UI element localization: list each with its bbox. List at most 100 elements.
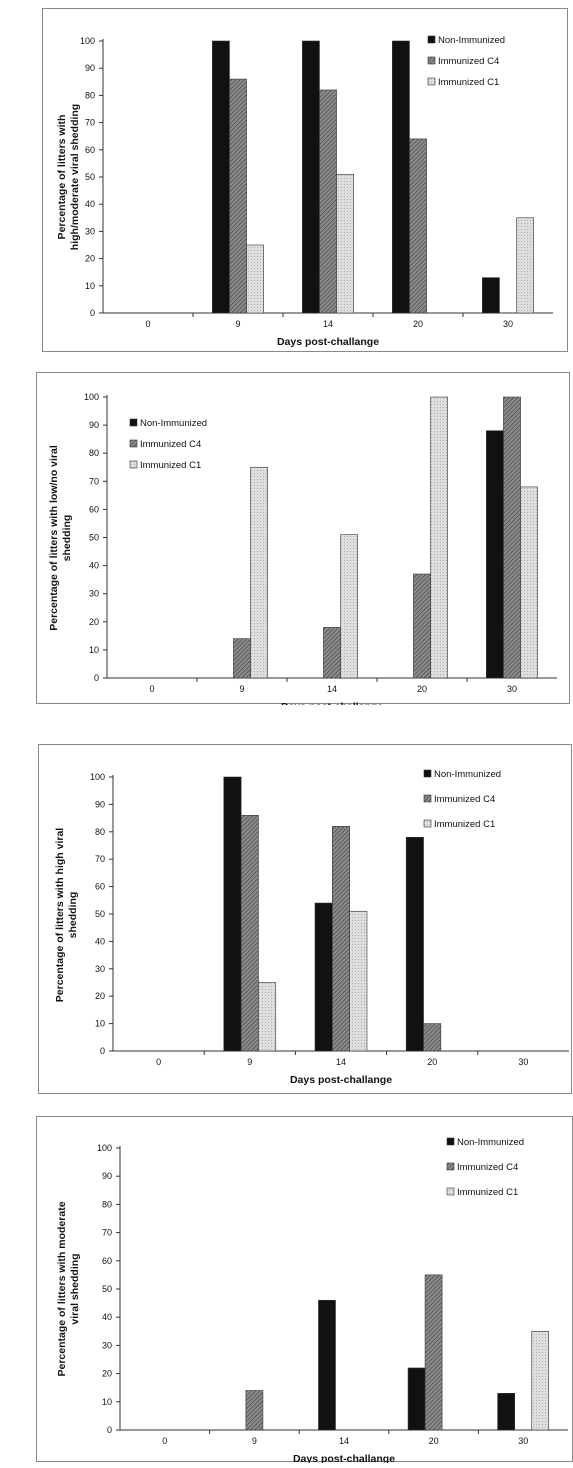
y-tick-label: 100 <box>84 392 99 402</box>
y-tick-label: 80 <box>85 90 95 100</box>
bar-immunized-c4 <box>424 1274 443 1431</box>
x-tick-label: 14 <box>336 1057 346 1067</box>
legend-swatch <box>427 35 436 44</box>
legend-swatch <box>427 56 436 65</box>
y-tick-label: 80 <box>102 1199 112 1209</box>
bar-immunized-c4 <box>229 78 247 314</box>
x-axis-label: Days post-challange <box>277 336 379 348</box>
x-tick-label: 20 <box>417 684 427 694</box>
bar-immunized-c1 <box>531 1331 550 1431</box>
bar-non-immunized <box>405 836 424 1052</box>
bar-immunized-c4 <box>319 89 337 314</box>
bar-immunized-c1 <box>336 173 354 314</box>
chart-panel-high: 0 10 20 30 40 50 60 70 80 90 100 0 9 14 20 30 Days post-… <box>38 744 572 1094</box>
legend-swatch <box>446 1187 455 1196</box>
bar-immunized-c4 <box>423 1023 442 1052</box>
legend-label: Immunized C4 <box>457 1162 518 1173</box>
chart-svg-2: 0 10 20 30 40 50 60 70 80 90 100 0 9 14 20 30 Days post-… <box>48 392 557 713</box>
y-tick-label: 10 <box>95 1019 105 1029</box>
chart-panel-moderate: 0 10 20 30 40 50 60 70 80 90 100 0 9 14 20 30 Days post-… <box>36 1116 573 1465</box>
bar-non-immunized <box>302 40 320 314</box>
legend-swatch <box>446 1137 455 1146</box>
x-tick-label: 0 <box>156 1057 161 1067</box>
bar-immunized-c4 <box>409 138 427 314</box>
y-tick-label: 80 <box>89 448 99 458</box>
x-tick-label: 14 <box>323 319 333 329</box>
legend-swatch <box>423 819 432 828</box>
bar-non-immunized <box>392 40 410 314</box>
legend-swatch <box>129 460 138 469</box>
x-tick-label: 9 <box>247 1057 252 1067</box>
y-tick-label: 70 <box>95 854 105 864</box>
y-tick-label: 100 <box>97 1143 112 1153</box>
y-tick-label: 60 <box>89 504 99 514</box>
y-tick-label: 30 <box>102 1340 112 1350</box>
y-tick-label: 70 <box>102 1228 112 1238</box>
bar-immunized-c4 <box>332 826 350 1052</box>
bar-non-immunized <box>407 1367 426 1431</box>
legend-label: Non-Immunized <box>457 1137 524 1148</box>
legend-swatch <box>446 1162 455 1171</box>
chart-svg-4: 0 10 20 30 40 50 60 70 80 90 100 0 9 14 20 30 Days post-… <box>56 1137 568 1465</box>
bar-non-immunized <box>497 1393 515 1431</box>
legend-label: Non-Immunized <box>438 35 505 46</box>
x-axis-label: Days post-challange <box>293 1453 395 1463</box>
y-tick-label: 10 <box>89 645 99 655</box>
x-tick-label: 9 <box>235 319 240 329</box>
y-tick-label: 90 <box>85 63 95 73</box>
bar-non-immunized <box>223 776 242 1052</box>
y-tick-label: 50 <box>89 533 99 543</box>
x-tick-label: 30 <box>503 319 513 329</box>
y-tick-label: 70 <box>85 118 95 128</box>
x-tick-label: 30 <box>518 1057 528 1067</box>
bar-immunized-c4 <box>323 627 341 679</box>
bar-non-immunized <box>482 277 500 314</box>
y-tick-label: 50 <box>102 1284 112 1294</box>
bar-immunized-c1 <box>430 396 448 679</box>
x-tick-label: 9 <box>239 684 244 694</box>
y-tick-label: 80 <box>95 827 105 837</box>
y-tick-label: 20 <box>89 617 99 627</box>
x-tick-label: 20 <box>429 1436 439 1446</box>
y-axis-label: Percentage of litters with moderateviral… <box>56 1201 81 1376</box>
bar-immunized-c4 <box>240 815 259 1052</box>
y-tick-label: 60 <box>85 145 95 155</box>
bar-immunized-c4 <box>503 396 521 679</box>
chart-panel-high-moderate: 0 10 20 30 40 50 60 70 80 90 100 0 9 14 20 30 Days post-… <box>42 8 568 352</box>
y-tick-label: 60 <box>102 1256 112 1266</box>
legend-swatch <box>129 418 138 427</box>
y-tick-label: 90 <box>102 1171 112 1181</box>
y-tick-label: 30 <box>85 226 95 236</box>
y-tick-label: 0 <box>90 308 95 318</box>
y-tick-label: 10 <box>102 1397 112 1407</box>
bar-non-immunized <box>486 430 504 679</box>
legend-label: Immunized C4 <box>434 794 495 805</box>
x-tick-label: 20 <box>413 319 423 329</box>
legend-label: Immunized C4 <box>140 439 201 450</box>
y-tick-label: 60 <box>95 882 105 892</box>
x-tick-label: 0 <box>149 684 154 694</box>
y-axis-label: Percentage of litters with high viralshe… <box>54 828 79 1003</box>
x-tick-label: 14 <box>327 684 337 694</box>
x-tick-label: 30 <box>507 684 517 694</box>
y-tick-label: 50 <box>95 909 105 919</box>
y-tick-label: 90 <box>95 799 105 809</box>
y-axis-label: Percentage of litters withhigh/moderate … <box>56 104 81 250</box>
y-tick-label: 50 <box>85 172 95 182</box>
bar-immunized-c1 <box>258 982 277 1052</box>
chart-svg-3: 0 10 20 30 40 50 60 70 80 90 100 0 9 14 20 30 Days post-… <box>54 769 569 1086</box>
x-tick-label: 14 <box>339 1436 349 1446</box>
x-tick-label: 30 <box>518 1436 528 1446</box>
y-tick-label: 40 <box>102 1312 112 1322</box>
legend-label: Immunized C1 <box>140 460 201 471</box>
y-tick-label: 40 <box>89 561 99 571</box>
bar-immunized-c1 <box>246 244 264 314</box>
legend-swatch <box>427 77 436 86</box>
y-tick-label: 40 <box>85 199 95 209</box>
x-axis-label: Days post-challange <box>281 701 383 705</box>
bar-immunized-c4 <box>245 1390 264 1431</box>
legend-label: Non-Immunized <box>434 769 501 780</box>
x-tick-label: 9 <box>252 1436 257 1446</box>
bar-non-immunized <box>318 1299 336 1431</box>
y-tick-label: 0 <box>100 1046 105 1056</box>
